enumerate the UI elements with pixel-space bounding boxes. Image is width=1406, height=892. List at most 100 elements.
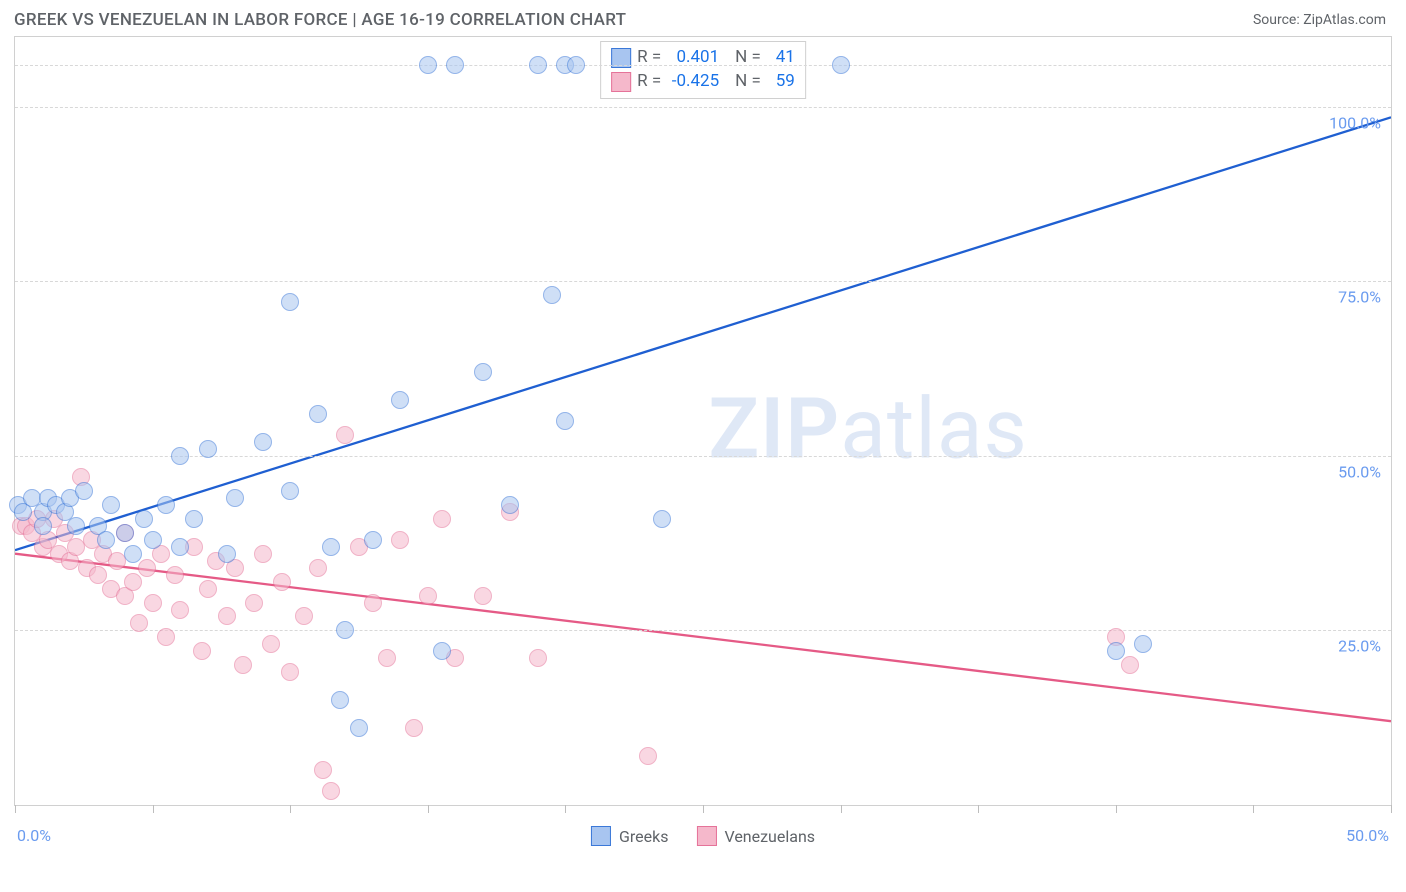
stats-r-value: -0.425 xyxy=(667,70,719,94)
stats-r-label: R = xyxy=(637,70,661,94)
point-greek xyxy=(97,531,115,549)
point-greek xyxy=(567,56,585,74)
point-greek xyxy=(529,56,547,74)
point-venezuelan xyxy=(262,635,280,653)
point-greek xyxy=(116,524,134,542)
legend-label: Venezuelans xyxy=(724,827,815,846)
x-tick xyxy=(1391,805,1392,813)
point-venezuelan xyxy=(193,642,211,660)
gridline xyxy=(15,456,1391,457)
point-greek xyxy=(501,496,519,514)
point-venezuelan xyxy=(295,607,313,625)
point-venezuelan xyxy=(166,566,184,584)
point-greek xyxy=(218,545,236,563)
point-venezuelan xyxy=(254,545,272,563)
point-greek xyxy=(433,642,451,660)
stats-swatch xyxy=(611,72,631,92)
point-greek xyxy=(653,510,671,528)
stats-n-label: N = xyxy=(735,70,761,94)
legend-item: Venezuelans xyxy=(696,826,815,846)
point-greek xyxy=(67,517,85,535)
x-tick xyxy=(1116,805,1117,813)
point-greek xyxy=(124,545,142,563)
stats-n-label: N = xyxy=(735,46,761,70)
y-tick-label: 25.0% xyxy=(1338,637,1381,656)
point-venezuelan xyxy=(1121,656,1139,674)
source-attribution: Source: ZipAtlas.com xyxy=(1253,12,1386,28)
point-greek xyxy=(446,56,464,74)
point-venezuelan xyxy=(171,601,189,619)
point-greek xyxy=(832,56,850,74)
point-venezuelan xyxy=(364,594,382,612)
point-venezuelan xyxy=(144,594,162,612)
y-tick-label: 75.0% xyxy=(1338,288,1381,307)
point-greek xyxy=(199,440,217,458)
point-venezuelan xyxy=(419,587,437,605)
chart-title: GREEK VS VENEZUELAN IN LABOR FORCE | AGE… xyxy=(14,10,626,30)
gridline xyxy=(15,65,1391,66)
point-venezuelan xyxy=(314,761,332,779)
point-greek xyxy=(281,293,299,311)
point-venezuelan xyxy=(433,510,451,528)
y-tick-label: 50.0% xyxy=(1338,462,1381,481)
point-venezuelan xyxy=(157,628,175,646)
point-venezuelan xyxy=(138,559,156,577)
point-greek xyxy=(331,691,349,709)
point-venezuelan xyxy=(378,649,396,667)
point-greek xyxy=(135,510,153,528)
point-venezuelan xyxy=(89,566,107,584)
point-venezuelan xyxy=(474,587,492,605)
x-tick xyxy=(153,805,154,813)
point-greek xyxy=(75,482,93,500)
x-tick xyxy=(841,805,842,813)
point-greek xyxy=(144,531,162,549)
point-venezuelan xyxy=(405,719,423,737)
point-greek xyxy=(543,286,561,304)
point-greek xyxy=(391,391,409,409)
point-greek xyxy=(281,482,299,500)
point-greek xyxy=(157,496,175,514)
point-venezuelan xyxy=(336,426,354,444)
point-greek xyxy=(474,363,492,381)
trendline-venezuelan xyxy=(15,554,1391,722)
trendlines-layer xyxy=(15,37,1391,805)
stats-n-value: 41 xyxy=(767,46,795,70)
point-greek xyxy=(171,538,189,556)
point-greek xyxy=(185,510,203,528)
point-venezuelan xyxy=(124,573,142,591)
point-greek xyxy=(1107,642,1125,660)
correlation-stats-box: R =0.401N =41R =-0.425N =59 xyxy=(600,41,806,99)
stats-r-value: 0.401 xyxy=(667,46,719,70)
stats-row: R =-0.425N =59 xyxy=(611,70,795,94)
point-venezuelan xyxy=(281,663,299,681)
point-venezuelan xyxy=(273,573,291,591)
gridline xyxy=(15,281,1391,282)
point-greek xyxy=(102,496,120,514)
point-greek xyxy=(350,719,368,737)
point-greek xyxy=(226,489,244,507)
point-greek xyxy=(336,621,354,639)
x-tick xyxy=(15,805,16,813)
gridline xyxy=(15,630,1391,631)
point-venezuelan xyxy=(391,531,409,549)
point-venezuelan xyxy=(234,656,252,674)
point-venezuelan xyxy=(199,580,217,598)
point-greek xyxy=(254,433,272,451)
legend-swatch xyxy=(591,826,611,846)
legend-swatch xyxy=(696,826,716,846)
x-tick-label: 50.0% xyxy=(1346,826,1389,845)
point-venezuelan xyxy=(67,538,85,556)
point-greek xyxy=(556,412,574,430)
point-venezuelan xyxy=(309,559,327,577)
gridline xyxy=(15,107,1391,108)
point-greek xyxy=(309,405,327,423)
x-tick xyxy=(428,805,429,813)
watermark: ZIPatlas xyxy=(708,379,1028,478)
x-tick xyxy=(1253,805,1254,813)
point-venezuelan xyxy=(322,782,340,800)
point-venezuelan xyxy=(245,594,263,612)
x-tick-label: 0.0% xyxy=(17,826,51,845)
point-venezuelan xyxy=(108,552,126,570)
point-greek xyxy=(1134,635,1152,653)
point-venezuelan xyxy=(130,614,148,632)
